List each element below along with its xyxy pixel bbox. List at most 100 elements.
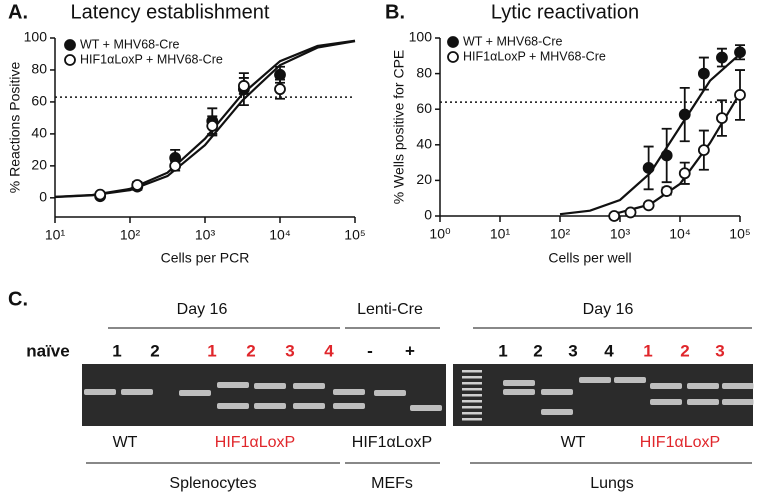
lane-label: 3 bbox=[568, 341, 577, 360]
gel-band bbox=[410, 405, 442, 411]
header: Day 16 bbox=[177, 301, 228, 318]
gel-band bbox=[293, 403, 325, 409]
gel-band bbox=[687, 383, 719, 389]
legend-marker bbox=[64, 54, 76, 66]
gel-band bbox=[722, 383, 754, 389]
data-point bbox=[716, 51, 728, 64]
y-tick-label: 20 bbox=[416, 171, 432, 187]
gel-band bbox=[374, 390, 406, 396]
gel-band bbox=[333, 389, 365, 395]
gel-band bbox=[179, 390, 211, 396]
ladder-band bbox=[462, 376, 482, 379]
group-label: Lungs bbox=[590, 475, 634, 492]
data-point bbox=[169, 159, 182, 172]
panel-label: C. bbox=[8, 288, 28, 310]
gel-band bbox=[722, 399, 754, 405]
y-tick-label: 0 bbox=[424, 207, 432, 223]
data-point bbox=[624, 206, 637, 219]
gel bbox=[453, 364, 753, 426]
x-tick-label: 10⁰ bbox=[429, 226, 451, 242]
x-tick-label: 10¹ bbox=[45, 227, 66, 243]
lane-label: 4 bbox=[324, 341, 334, 360]
ladder-band bbox=[462, 406, 482, 409]
group-label: MEFs bbox=[371, 475, 413, 492]
gel-band bbox=[579, 377, 611, 383]
y-axis-label: % Reactions Positive bbox=[7, 62, 23, 194]
header: Day 16 bbox=[583, 301, 634, 318]
data-point bbox=[678, 167, 691, 180]
gel-band bbox=[614, 377, 646, 383]
gel-band bbox=[541, 389, 573, 395]
gel-band bbox=[217, 382, 249, 388]
lane-label: 3 bbox=[715, 341, 724, 360]
lane-label: 4 bbox=[604, 341, 614, 360]
genotype-label: HIF1αLoxP bbox=[215, 434, 295, 451]
data-point bbox=[734, 46, 746, 59]
y-tick-label: 100 bbox=[24, 29, 48, 45]
data-point bbox=[274, 68, 286, 81]
legend-label: HIF1αLoxP + MHV68-Cre bbox=[463, 49, 606, 63]
x-tick-label: 10⁴ bbox=[269, 227, 291, 243]
ladder-band bbox=[462, 400, 482, 403]
legend-marker bbox=[447, 51, 459, 63]
gel-band bbox=[650, 383, 682, 389]
y-tick-label: 80 bbox=[31, 61, 47, 77]
gel-band bbox=[121, 389, 153, 395]
data-point bbox=[697, 144, 710, 157]
chart-title: Latency establishment bbox=[70, 1, 269, 23]
legend-label: WT + MHV68-Cre bbox=[463, 34, 562, 48]
y-tick-label: 60 bbox=[416, 100, 432, 116]
y-axis-label: % Wells positive for CPE bbox=[391, 50, 407, 205]
data-point bbox=[697, 67, 710, 80]
panel-label: B. bbox=[385, 1, 405, 23]
y-tick-label: 0 bbox=[39, 189, 47, 205]
lane-label: 1 bbox=[498, 341, 507, 360]
x-tick-label: 10⁵ bbox=[344, 227, 365, 243]
genotype-label: WT bbox=[561, 434, 586, 451]
gel-band bbox=[254, 383, 286, 389]
data-point bbox=[734, 89, 746, 101]
gel-band bbox=[541, 409, 573, 415]
data-point bbox=[131, 179, 144, 191]
ladder-band bbox=[462, 388, 482, 391]
gel-band bbox=[254, 403, 286, 409]
group-label: Splenocytes bbox=[169, 475, 256, 492]
ladder-band bbox=[462, 382, 482, 385]
y-tick-label: 80 bbox=[416, 64, 432, 80]
data-point bbox=[716, 112, 728, 124]
genotype-label: HIF1αLoxP bbox=[352, 434, 432, 451]
lane-label: 2 bbox=[246, 341, 255, 360]
lane-label: 1 bbox=[207, 341, 216, 360]
x-tick-label: 10² bbox=[550, 226, 571, 242]
x-tick-label: 10¹ bbox=[490, 226, 511, 242]
gel-band bbox=[217, 403, 249, 409]
gel-band bbox=[650, 399, 682, 405]
gel-band bbox=[293, 383, 325, 389]
x-tick-label: 10⁴ bbox=[669, 226, 691, 242]
data-point bbox=[94, 188, 107, 201]
lane-label: - bbox=[367, 341, 373, 360]
fit-curve bbox=[610, 92, 741, 215]
x-tick-label: 10² bbox=[120, 227, 141, 243]
data-point bbox=[642, 162, 655, 174]
genotype-label: WT bbox=[113, 434, 138, 451]
lane-label: 1 bbox=[643, 341, 652, 360]
data-point bbox=[274, 83, 286, 96]
y-tick-label: 40 bbox=[416, 136, 432, 152]
lane-label: + bbox=[405, 341, 415, 360]
gel-band bbox=[503, 380, 535, 386]
ladder-band bbox=[462, 418, 482, 421]
lane-label: 2 bbox=[533, 341, 542, 360]
gel-band bbox=[333, 403, 365, 409]
legend-marker bbox=[447, 36, 459, 48]
row-label: naïve bbox=[26, 341, 69, 360]
x-axis-label: Cells per PCR bbox=[161, 250, 250, 266]
panel-label: A. bbox=[8, 1, 28, 23]
data-point bbox=[608, 210, 621, 222]
header: Lenti-Cre bbox=[357, 301, 423, 318]
data-point bbox=[206, 120, 219, 132]
lane-label: 2 bbox=[150, 341, 159, 360]
lane-label: 1 bbox=[112, 341, 121, 360]
legend-label: HIF1αLoxP + MHV68-Cre bbox=[80, 52, 223, 66]
